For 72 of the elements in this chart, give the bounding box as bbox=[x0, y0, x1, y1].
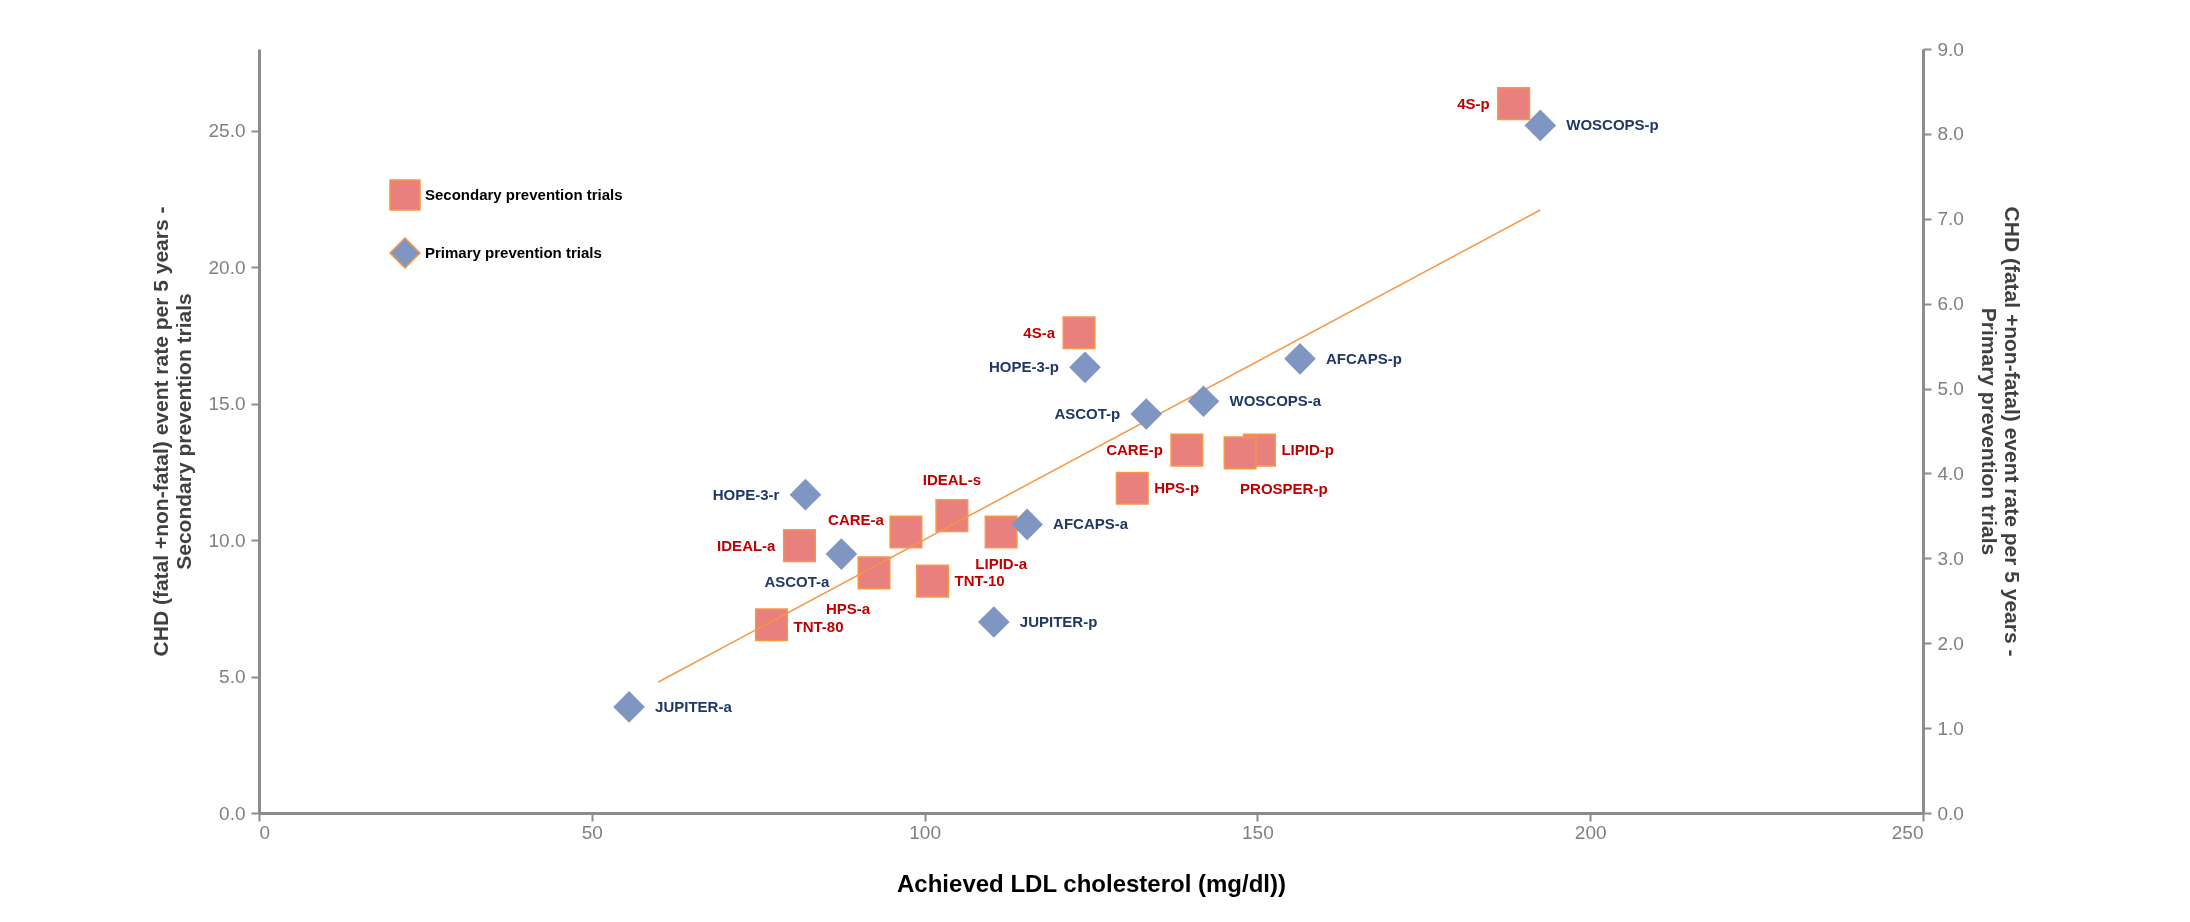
annotation: LIPID-a bbox=[975, 554, 1028, 572]
annotation: HOPE-3-p bbox=[988, 358, 1060, 376]
annotation: WOSCOPS-p bbox=[1566, 116, 1659, 134]
annotation: IDEAL-s bbox=[922, 470, 982, 488]
point bbox=[1497, 87, 1531, 121]
annotation: JUPITER-p bbox=[1019, 613, 1098, 630]
y2-tick-label: 2.0 bbox=[1937, 632, 1964, 654]
x-tick-label: 100 bbox=[909, 821, 941, 843]
point bbox=[1524, 109, 1557, 142]
annotation: HPS-a bbox=[825, 599, 871, 617]
point bbox=[1170, 433, 1204, 467]
y2-tick-label: 5.0 bbox=[1937, 378, 1964, 400]
annotation: ASCOT-a bbox=[764, 573, 831, 591]
y-tick-label: 5.0 bbox=[219, 666, 246, 688]
y2-tick-label: 0.0 bbox=[1937, 802, 1964, 824]
annotation: WOSCOPS-a bbox=[1229, 392, 1322, 410]
y-axis-title: CHD (fatal +non-fatal) event rate per 5 years - Secondary prevention trials bbox=[148, 206, 195, 657]
y2-tick-label: 7.0 bbox=[1937, 208, 1964, 230]
point bbox=[754, 608, 789, 642]
point bbox=[889, 515, 923, 549]
x-tick-label: 0 bbox=[259, 821, 271, 843]
x-tick-label: 250 bbox=[1891, 821, 1924, 843]
annotation: TNT-10 bbox=[954, 572, 1005, 590]
annotation: AFCAPS-a bbox=[1053, 515, 1129, 533]
y-tick-label: 10.0 bbox=[208, 529, 246, 551]
y2-tick-label: 1.0 bbox=[1937, 717, 1964, 739]
annotation: JUPITER-a bbox=[655, 697, 733, 715]
annotation: AFCAPS-p bbox=[1326, 349, 1402, 367]
point bbox=[978, 606, 1010, 638]
y2-tick-label: 9.0 bbox=[1937, 38, 1964, 60]
annotation: ASCOT-p bbox=[1054, 405, 1121, 423]
y2-axis-title: CHD (fatal +non-fatal) event rate per 5 years - Primary prevention trials bbox=[1977, 206, 2024, 657]
point bbox=[782, 529, 817, 563]
x-tick-label: 150 bbox=[1242, 821, 1274, 843]
annotation: CARE-a bbox=[828, 510, 885, 528]
annotation: HPS-p bbox=[1154, 479, 1200, 497]
y2-tick-label: 3.0 bbox=[1937, 547, 1964, 569]
y2-tick-label: 8.0 bbox=[1937, 123, 1964, 145]
point bbox=[1069, 351, 1101, 384]
annotation: HOPE-3-r bbox=[712, 485, 780, 503]
y-tick-label: 0.0 bbox=[219, 802, 246, 824]
annotation: PROSPER-p bbox=[1240, 479, 1328, 497]
point bbox=[857, 556, 891, 590]
point bbox=[1115, 471, 1149, 505]
annotation: LIPID-p bbox=[1281, 441, 1334, 459]
y-tick-label: 20.0 bbox=[208, 256, 246, 278]
point bbox=[1130, 398, 1163, 430]
point bbox=[935, 499, 969, 533]
y2-tick-label: 6.0 bbox=[1937, 293, 1964, 315]
point bbox=[1187, 385, 1220, 418]
x-tick-label: 200 bbox=[1574, 821, 1607, 843]
annotation: IDEAL-a bbox=[717, 536, 777, 554]
y-tick-label: 25.0 bbox=[208, 120, 246, 142]
y2-tick-label: 4.0 bbox=[1937, 462, 1964, 484]
legend-label: Primary prevention trials bbox=[425, 244, 602, 261]
annotation: CARE-p bbox=[1106, 441, 1163, 459]
point bbox=[1223, 436, 1257, 470]
point bbox=[825, 538, 858, 570]
point bbox=[613, 691, 645, 723]
annotation: 4S-p bbox=[1457, 94, 1490, 112]
annotation: 4S-a bbox=[1023, 323, 1056, 341]
point bbox=[916, 564, 950, 598]
x-axis-title: Achieved LDL cholesterol (mg/dl)) bbox=[897, 869, 1286, 897]
point bbox=[1284, 343, 1316, 375]
x-tick-label: 50 bbox=[581, 821, 603, 843]
point bbox=[1062, 316, 1096, 350]
annotation: TNT-80 bbox=[793, 617, 844, 635]
point bbox=[1011, 508, 1043, 541]
legend-label: Secondary prevention trials bbox=[425, 186, 623, 203]
point bbox=[789, 478, 822, 511]
y-tick-label: 15.0 bbox=[208, 393, 246, 415]
point bbox=[984, 515, 1018, 549]
